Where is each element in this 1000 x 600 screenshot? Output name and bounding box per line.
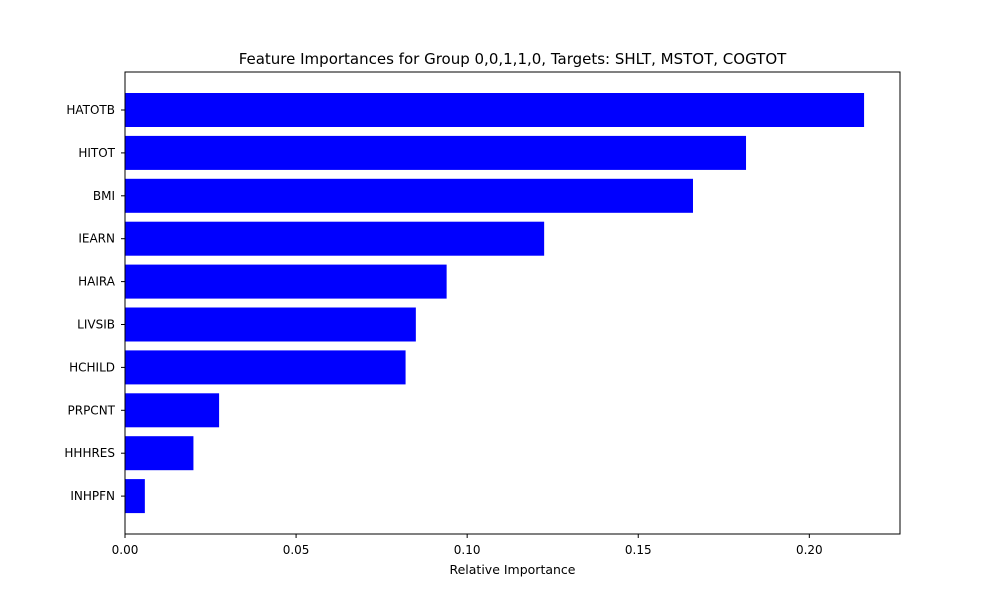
bar-iearn [125, 221, 545, 256]
bar-prpcnt [125, 393, 220, 428]
bar-haira [125, 264, 447, 299]
bar-livsib [125, 307, 416, 342]
x-tick-label: 0.10 [454, 543, 481, 557]
y-tick-label-prpcnt: PRPCNT [68, 403, 116, 417]
y-tick-label-hitot: HITOT [78, 146, 115, 160]
y-tick-label-hatotb: HATOTB [66, 103, 115, 117]
plot-frame [124, 71, 901, 535]
chart-title: Feature Importances for Group 0,0,1,1,0,… [239, 50, 787, 68]
y-tick-label-iearn: IEARN [78, 232, 115, 246]
x-tick-label: 0.00 [112, 543, 139, 557]
bar-hhhres [125, 436, 194, 471]
y-tick-label-livsib: LIVSIB [77, 318, 115, 332]
bar-inhpfn [125, 479, 145, 514]
bar-bmi [125, 178, 693, 213]
x-axis-ticks: 0.00 0.05 0.10 0.15 0.20 [112, 534, 823, 557]
x-tick-label: 0.15 [625, 543, 652, 557]
y-axis-ticks: HATOTB HITOT BMI IEARN HAIRA LIVSIB HCHILD PRPC… [64, 103, 125, 503]
y-tick-label-hhhres: HHHRES [64, 446, 115, 460]
bars-group [125, 93, 865, 514]
bar-hitot [125, 135, 747, 170]
y-tick-label-hchild: HCHILD [69, 360, 115, 374]
bar-hchild [125, 350, 406, 385]
y-tick-label-bmi: BMI [93, 189, 115, 203]
x-tick-label: 0.05 [283, 543, 310, 557]
y-tick-label-inhpfn: INHPFN [70, 489, 115, 503]
x-axis-label: Relative Importance [449, 562, 575, 577]
bar-hatotb [125, 93, 865, 127]
x-tick-label: 0.20 [796, 543, 823, 557]
y-tick-label-haira: HAIRA [78, 275, 116, 289]
